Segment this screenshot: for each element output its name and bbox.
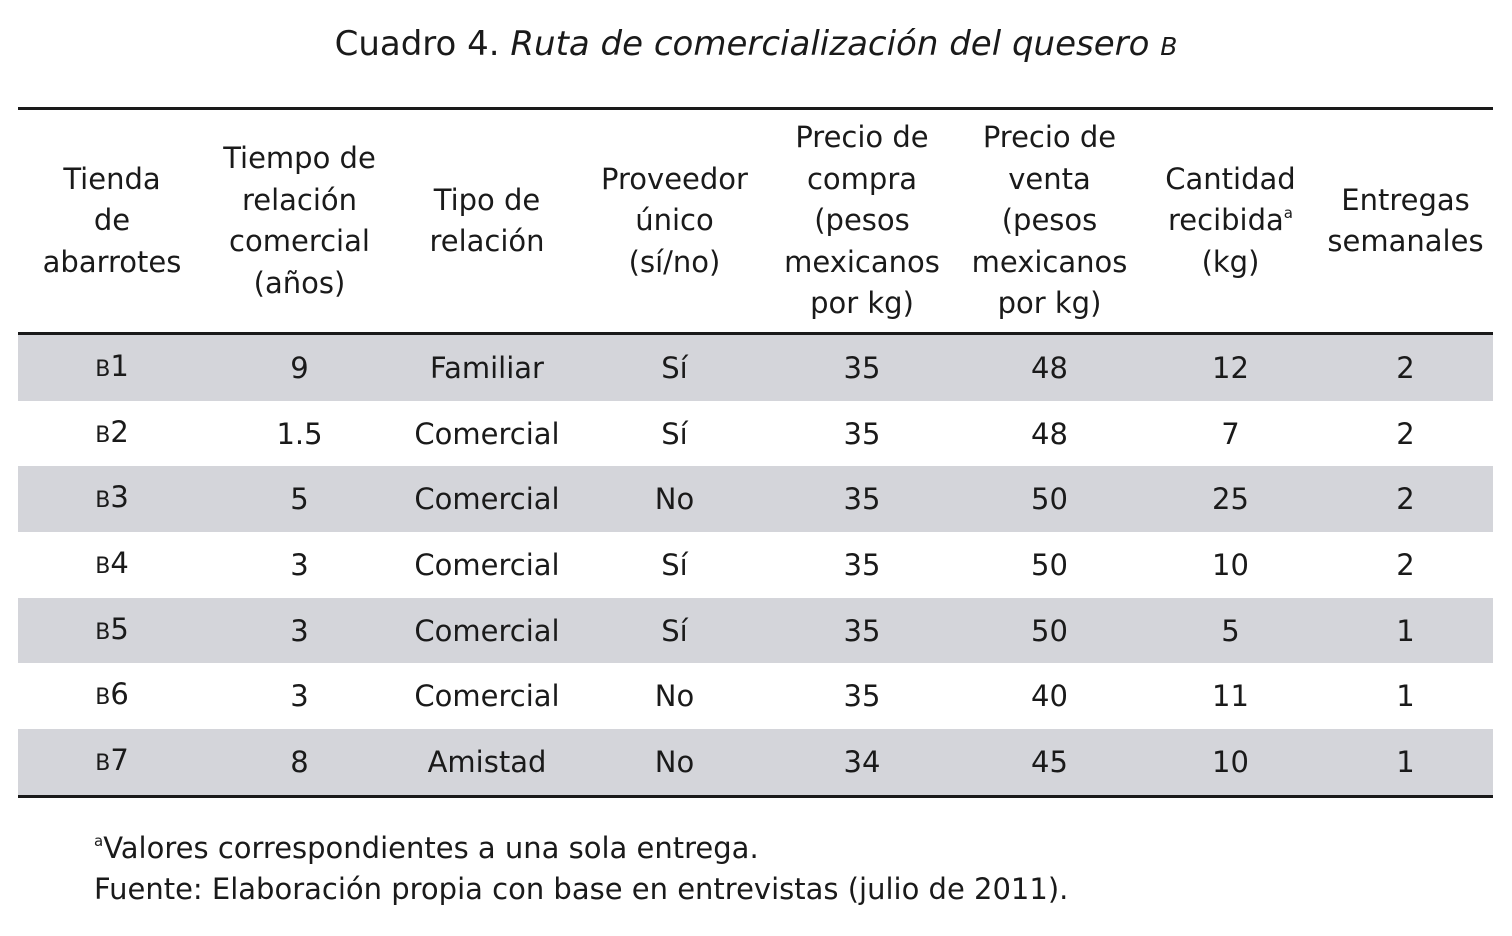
- cell-buy: 34: [768, 729, 956, 797]
- cell-buy: 35: [768, 466, 956, 533]
- header-quantity-received: Cantidad recibidaa (kg): [1165, 161, 1296, 279]
- cell-qty: 11: [1212, 679, 1249, 714]
- cell-sole: No: [654, 679, 695, 714]
- cell-qty: 25: [1143, 466, 1318, 533]
- table-row: B1 9 Familiar Sí 35 48 12 2: [18, 333, 1493, 401]
- footnote-text: Valores correspondientes a una sola entr…: [103, 831, 759, 865]
- cell-sell: 40: [1031, 679, 1068, 714]
- cell-years: 8: [206, 729, 393, 797]
- cell-buy: 35: [768, 597, 956, 664]
- cell-type: Comercial: [393, 466, 581, 533]
- cell-years: 3: [290, 679, 309, 714]
- cell-sole: No: [581, 729, 768, 797]
- cell-years: 1.5: [276, 416, 323, 451]
- caption-title: Ruta de comercialización del quesero: [510, 24, 1161, 64]
- cell-buy: 35: [843, 547, 881, 582]
- cell-store: B2: [95, 414, 129, 449]
- cell-qty: 10: [1212, 547, 1249, 582]
- cell-sell: 48: [1031, 416, 1068, 451]
- footnote-mark: a: [1283, 204, 1293, 223]
- footnote: aValores correspondientes a una sola ent…: [94, 828, 1068, 869]
- header-relationship-type: Tipo de relación: [429, 182, 545, 259]
- cell-sole: No: [581, 466, 768, 533]
- source-note: Fuente: Elaboración propia con base en e…: [94, 872, 1069, 906]
- header-sole-supplier: Proveedor único (sí/no): [601, 161, 748, 279]
- cell-sole: Sí: [581, 333, 768, 401]
- table-row: B5 3 Comercial Sí 35 50 5 1: [18, 597, 1493, 664]
- cell-type: Comercial: [414, 416, 560, 451]
- cell-sell: 50: [956, 466, 1143, 533]
- cell-type: Comercial: [393, 597, 581, 664]
- table-row: B4 3 Comercial Sí 35 50 10 2: [18, 532, 1493, 598]
- cell-type: Amistad: [393, 729, 581, 797]
- cell-store: B7: [18, 729, 206, 797]
- cell-store: B4: [95, 545, 129, 580]
- table-row: B3 5 Comercial No 35 50 25 2: [18, 466, 1493, 533]
- table-notes: aValores correspondientes a una sola ent…: [94, 828, 1068, 910]
- cell-deliveries: 1: [1396, 679, 1415, 714]
- header-row: Tienda de abarrotes Tiempo de relación c…: [18, 108, 1493, 334]
- cell-deliveries: 2: [1318, 333, 1493, 401]
- caption-label: Cuadro 4.: [334, 24, 511, 64]
- cell-deliveries: 1: [1318, 597, 1493, 664]
- header-purchase-price: Precio de compra (pesos mexicanos por kg…: [784, 120, 940, 321]
- cell-qty: 10: [1143, 729, 1318, 797]
- cell-store: B3: [18, 466, 206, 533]
- cell-type: Familiar: [393, 333, 581, 401]
- cell-qty: 12: [1143, 333, 1318, 401]
- cell-store: B1: [18, 333, 206, 401]
- cell-sole: Sí: [661, 416, 688, 451]
- cell-qty: 7: [1221, 416, 1240, 451]
- cell-deliveries: 1: [1318, 729, 1493, 797]
- cell-deliveries: 2: [1396, 547, 1415, 582]
- header-relationship-years: Tiempo de relación comercial (años): [223, 141, 376, 300]
- cell-deliveries: 2: [1396, 416, 1415, 451]
- table-caption: Cuadro 4. Ruta de comercialización del q…: [0, 22, 1512, 69]
- cell-qty: 5: [1143, 597, 1318, 664]
- cell-years: 5: [206, 466, 393, 533]
- header-weekly-deliveries: Entregas semanales: [1327, 182, 1484, 259]
- table-row: B7 8 Amistad No 34 45 10 1: [18, 729, 1493, 797]
- cell-sell: 48: [956, 333, 1143, 401]
- cell-years: 3: [290, 547, 309, 582]
- header-sale-price: Precio de venta (pesos mexicanos por kg): [971, 120, 1128, 321]
- cell-buy: 35: [843, 416, 881, 451]
- cell-sole: Sí: [581, 597, 768, 664]
- cell-store: B6: [95, 677, 129, 712]
- header-store: Tienda de abarrotes: [42, 161, 182, 279]
- cell-type: Comercial: [414, 679, 560, 714]
- cell-buy: 35: [843, 679, 881, 714]
- cell-sell: 45: [956, 729, 1143, 797]
- table-row: B6 3 Comercial No 35 40 11 1: [18, 663, 1493, 729]
- cell-sole: Sí: [661, 547, 688, 582]
- cell-store: B5: [18, 597, 206, 664]
- cell-sell: 50: [956, 597, 1143, 664]
- footnote-mark: a: [94, 832, 104, 850]
- cell-deliveries: 2: [1318, 466, 1493, 533]
- cell-sell: 50: [1031, 547, 1068, 582]
- cell-buy: 35: [768, 333, 956, 401]
- cell-type: Comercial: [414, 547, 560, 582]
- caption-title-suffix: B: [1160, 32, 1178, 61]
- table-row: B2 1.5 Comercial Sí 35 48 7 2: [18, 401, 1493, 467]
- cell-years: 9: [206, 333, 393, 401]
- cell-years: 3: [206, 597, 393, 664]
- commercialization-table: Tienda de abarrotes Tiempo de relación c…: [18, 107, 1493, 798]
